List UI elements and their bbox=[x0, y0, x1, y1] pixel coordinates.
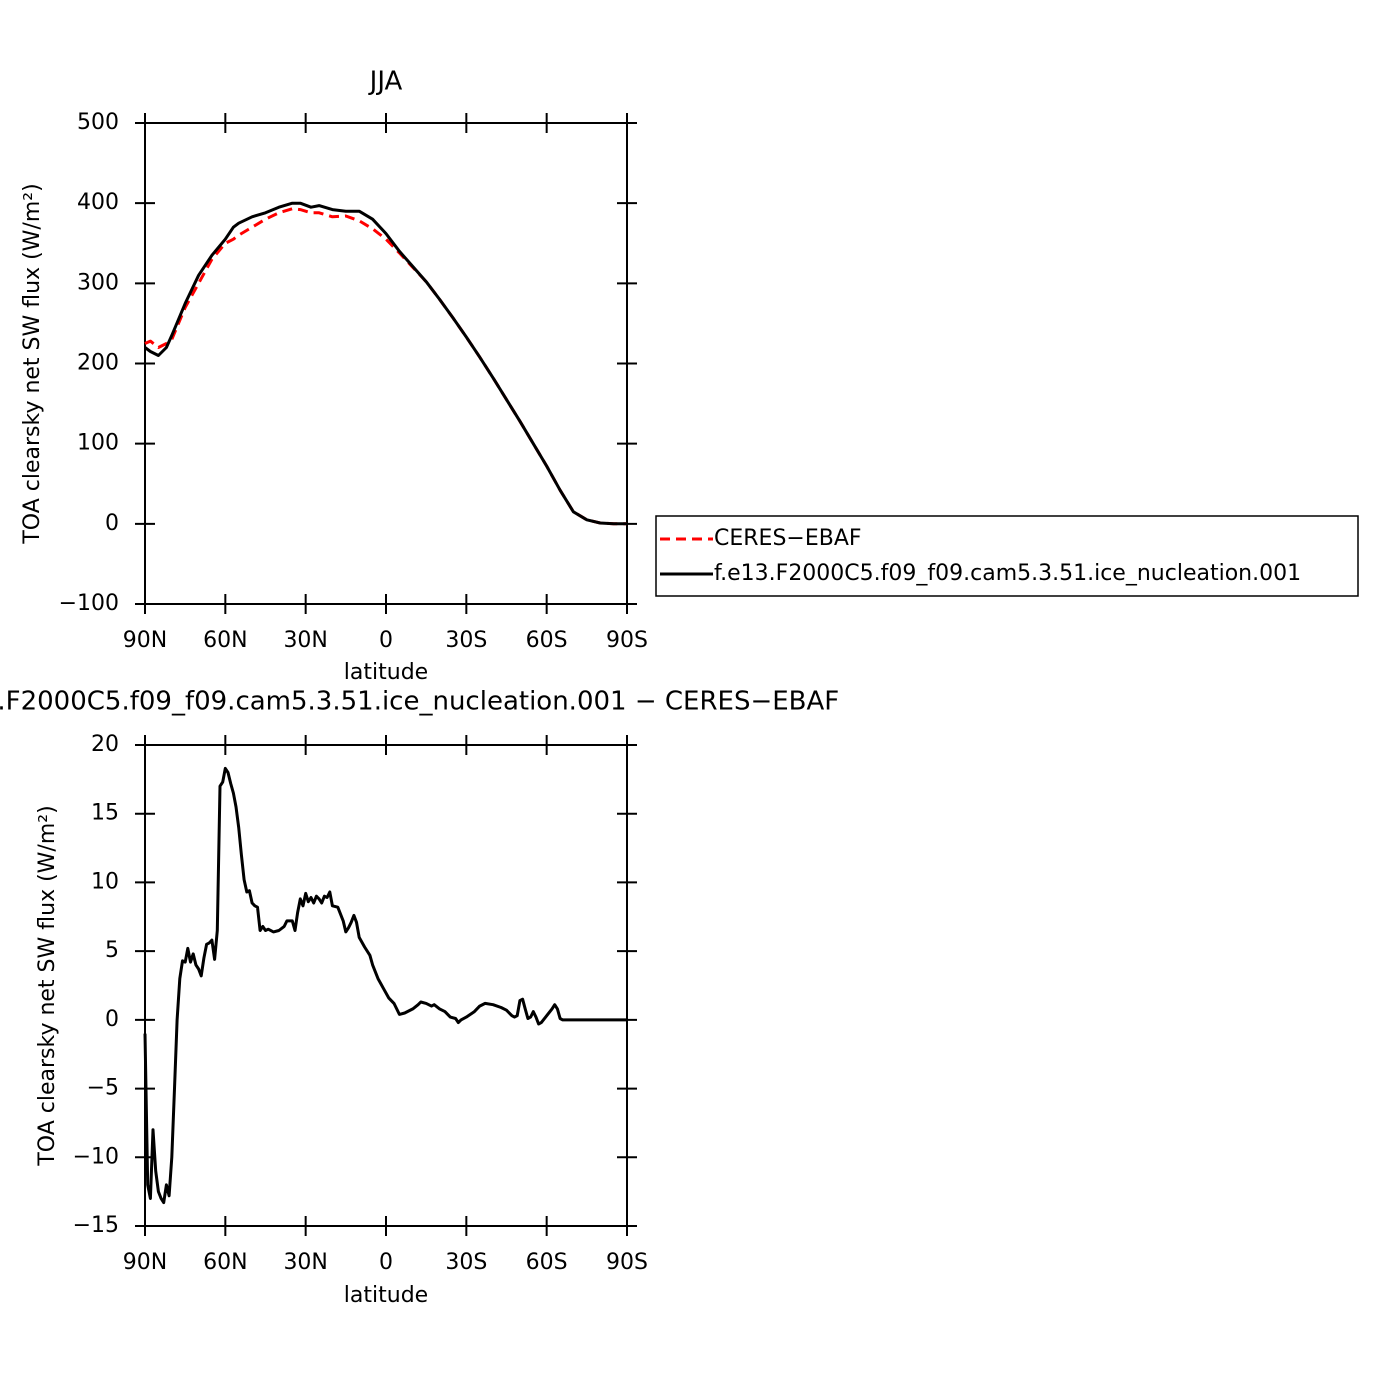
x-tick-label: 90N bbox=[123, 628, 167, 653]
plot-frame bbox=[144, 744, 628, 1227]
plot-frame bbox=[144, 122, 628, 605]
x-tick-label: 60N bbox=[203, 1250, 247, 1275]
legend-label: CERES−EBAF bbox=[714, 526, 862, 551]
x-tick-label: 60N bbox=[203, 628, 247, 653]
x-tick-label: 90N bbox=[123, 1250, 167, 1275]
y-tick-label: 100 bbox=[77, 431, 119, 456]
x-tick-label: 30N bbox=[283, 1250, 327, 1275]
y-tick-label: 15 bbox=[91, 801, 119, 826]
legend-box bbox=[655, 515, 1359, 597]
y-tick-label: 10 bbox=[91, 869, 119, 894]
y-tick-label: −5 bbox=[87, 1076, 119, 1101]
x-tick-label: 60S bbox=[526, 1250, 568, 1275]
x-tick-label: 30N bbox=[283, 628, 327, 653]
x-tick-label: 30S bbox=[445, 1250, 487, 1275]
x-tick-label: 90S bbox=[606, 1250, 648, 1275]
data-line bbox=[144, 201, 627, 526]
y-tick-label: −15 bbox=[73, 1213, 119, 1238]
y-tick-label: 500 bbox=[77, 110, 119, 135]
chart-title: f.e13.F2000C5.f09_f09.cam5.3.51.ice_nucl… bbox=[0, 687, 839, 717]
y-tick-label: 0 bbox=[105, 511, 119, 536]
x-tick-label: 90S bbox=[606, 628, 648, 653]
y-tick-label: −10 bbox=[73, 1144, 119, 1169]
legend-label: f.e13.F2000C5.f09_f09.cam5.3.51.ice_nucl… bbox=[714, 561, 1301, 586]
y-tick-label: 400 bbox=[77, 190, 119, 215]
data-line bbox=[144, 207, 627, 526]
chart-title: JJA bbox=[368, 67, 403, 97]
x-tick-label: 0 bbox=[379, 628, 393, 653]
x-tick-label: 0 bbox=[379, 1250, 393, 1275]
x-tick-label: 30S bbox=[445, 628, 487, 653]
y-tick-label: 20 bbox=[91, 732, 119, 757]
x-axis-label: latitude bbox=[344, 660, 428, 685]
x-tick-label: 60S bbox=[526, 628, 568, 653]
data-line bbox=[143, 766, 627, 1205]
y-axis-label: TOA clearsky net SW flux (W/m²) bbox=[35, 805, 60, 1166]
y-tick-label: 200 bbox=[77, 351, 119, 376]
y-tick-label: 300 bbox=[77, 270, 119, 295]
y-axis-label: TOA clearsky net SW flux (W/m²) bbox=[20, 183, 45, 544]
y-tick-label: 5 bbox=[105, 938, 119, 963]
x-axis-label: latitude bbox=[344, 1283, 428, 1308]
y-tick-label: 0 bbox=[105, 1007, 119, 1032]
y-tick-label: −100 bbox=[59, 591, 119, 616]
